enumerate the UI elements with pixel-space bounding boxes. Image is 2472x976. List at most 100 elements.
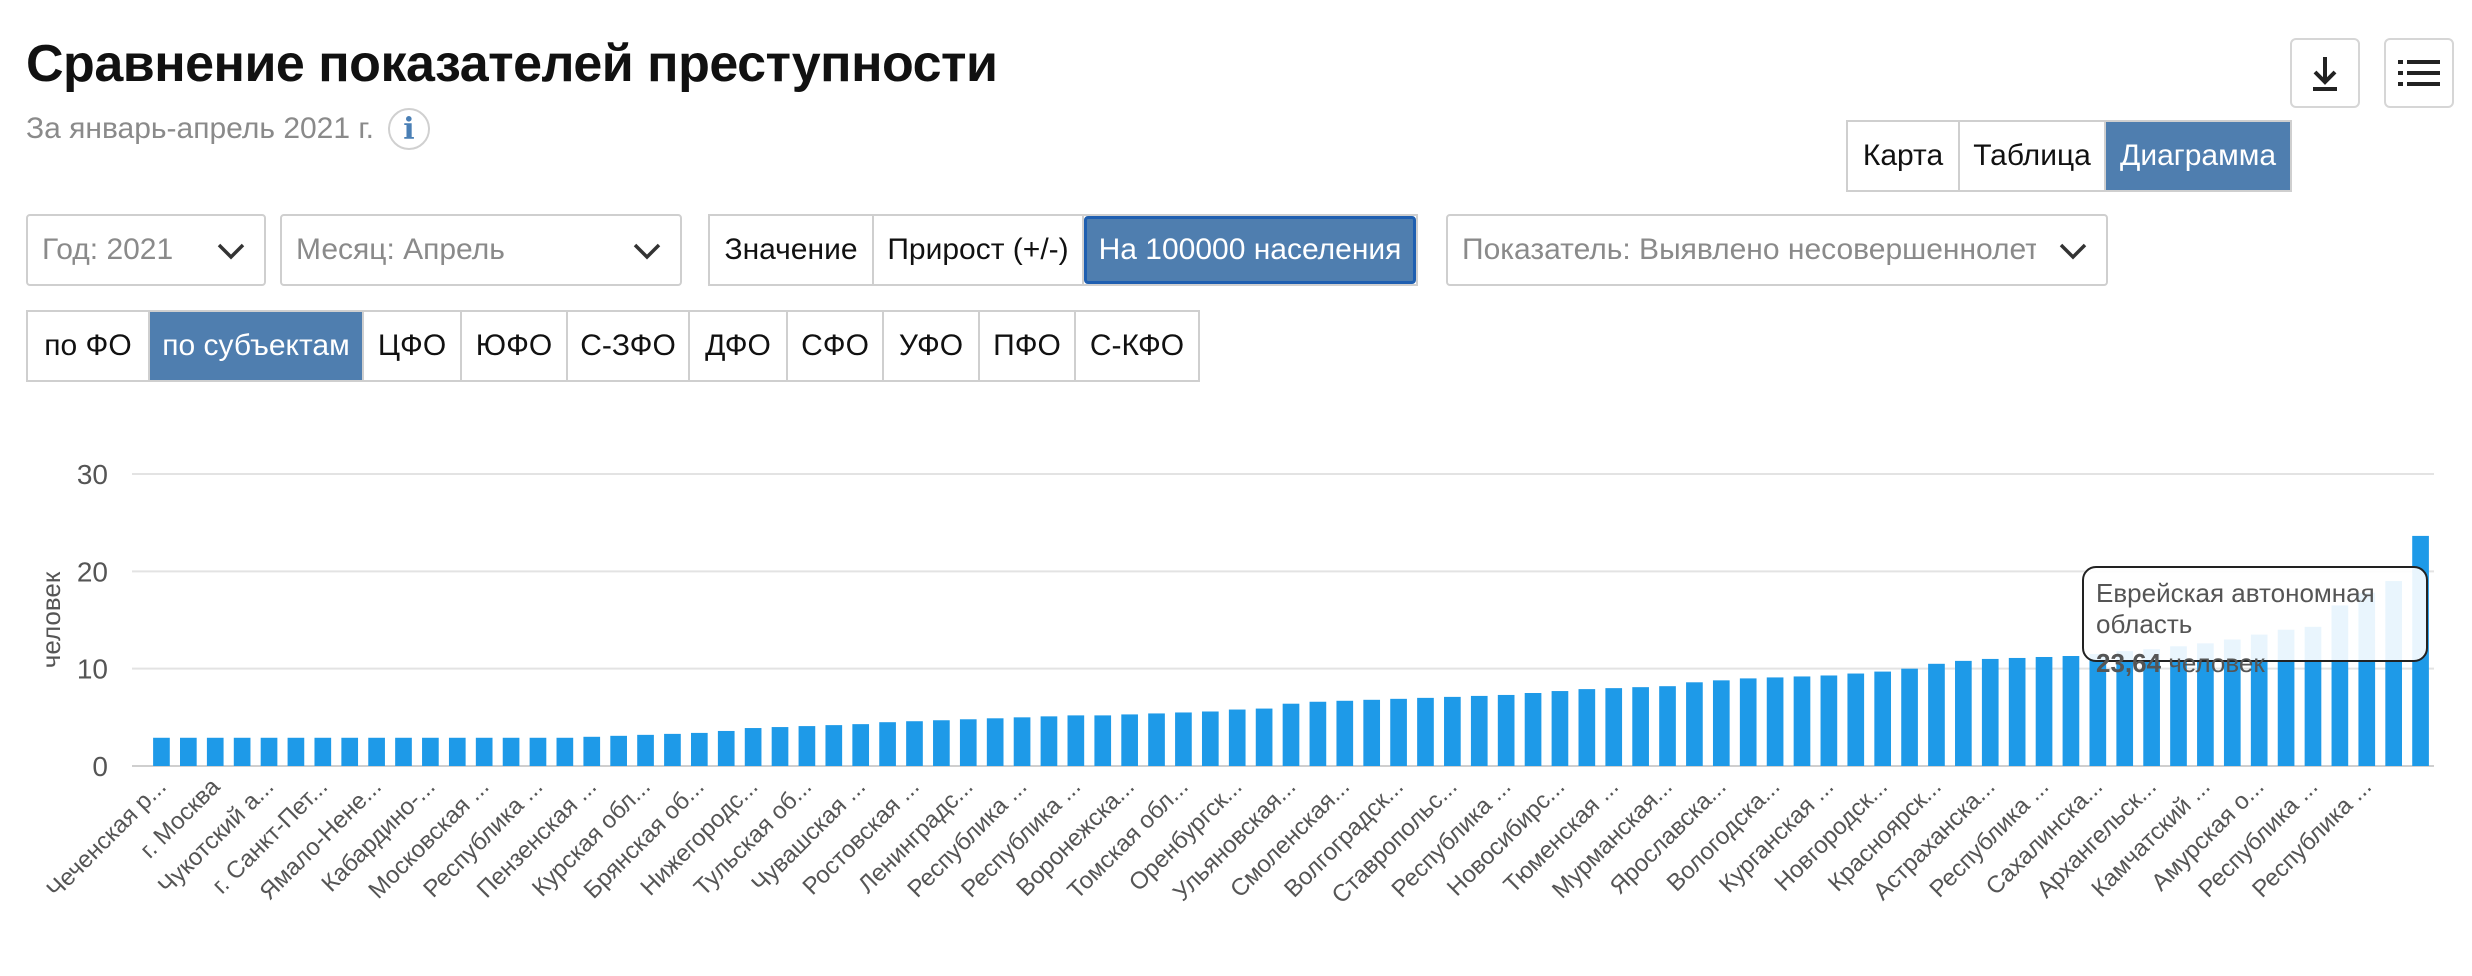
bar[interactable] — [2143, 649, 2160, 766]
bar[interactable] — [475, 737, 493, 766]
bar[interactable] — [744, 728, 762, 766]
bar[interactable] — [341, 737, 359, 766]
tab-skfo[interactable]: С-КФО — [1089, 329, 1185, 362]
bar[interactable] — [1686, 682, 1703, 766]
bar[interactable] — [825, 725, 843, 766]
bar[interactable] — [206, 737, 224, 766]
bar[interactable] — [2089, 654, 2107, 766]
bar[interactable] — [906, 721, 923, 766]
bar[interactable] — [1632, 687, 1649, 766]
bar[interactable] — [1712, 680, 1730, 766]
bar[interactable] — [2035, 656, 2053, 766]
bar[interactable] — [1363, 699, 1381, 766]
info-icon[interactable]: i — [388, 108, 430, 150]
bar[interactable] — [2250, 634, 2268, 766]
bar[interactable] — [2062, 656, 2080, 766]
bar[interactable] — [1148, 713, 1165, 766]
bar[interactable] — [1094, 715, 1112, 766]
bar[interactable] — [2116, 651, 2134, 766]
tab-pfo[interactable]: ПФО — [980, 312, 1076, 380]
bar[interactable] — [610, 735, 627, 766]
bar[interactable] — [1497, 694, 1515, 766]
bar[interactable] — [422, 737, 439, 766]
bar[interactable] — [2277, 629, 2295, 766]
tab-ufo[interactable]: УФО — [884, 312, 980, 380]
bar[interactable] — [1874, 671, 1892, 766]
bar[interactable] — [314, 737, 332, 766]
tab-by-fo[interactable]: по ФО — [28, 312, 150, 380]
bar[interactable] — [771, 727, 789, 766]
bar[interactable] — [1390, 698, 1407, 766]
bar[interactable] — [287, 737, 305, 766]
bar[interactable] — [529, 737, 547, 766]
bar[interactable] — [1013, 717, 1031, 766]
indicator-select[interactable]: Показатель: Выявлено несовершеннолетн — [1446, 214, 2108, 286]
bar[interactable] — [2008, 657, 2026, 766]
bar[interactable] — [1175, 712, 1192, 766]
tab-table[interactable]: Таблица — [1960, 122, 2106, 190]
bar[interactable] — [2197, 643, 2214, 766]
bar[interactable] — [1793, 676, 1811, 766]
bar[interactable] — [1282, 703, 1300, 766]
month-select[interactable]: Месяц: Апрель — [280, 214, 682, 286]
bar[interactable] — [1201, 711, 1219, 766]
bar[interactable] — [1820, 675, 1838, 766]
bar[interactable] — [986, 718, 1004, 766]
bar[interactable] — [1255, 708, 1273, 766]
year-select[interactable]: Год: 2021 — [26, 214, 266, 286]
bar[interactable] — [2223, 639, 2241, 766]
bar[interactable] — [1551, 691, 1569, 766]
bar[interactable] — [233, 737, 251, 766]
bar[interactable] — [1336, 700, 1354, 766]
bar[interactable] — [1901, 668, 1918, 766]
bar[interactable] — [690, 732, 708, 766]
download-button[interactable] — [2290, 38, 2360, 108]
tab-value[interactable]: Значение — [710, 216, 874, 284]
bar[interactable] — [583, 736, 601, 766]
bar[interactable] — [1659, 686, 1676, 766]
bar[interactable] — [1981, 658, 1999, 766]
bar[interactable] — [1417, 697, 1434, 766]
bar[interactable] — [1847, 673, 1865, 766]
bar[interactable] — [852, 724, 870, 766]
bar[interactable] — [502, 737, 520, 766]
tab-by-subjects[interactable]: по субъектам — [150, 312, 364, 380]
bar[interactable] — [1444, 696, 1461, 766]
bar[interactable] — [1766, 677, 1784, 766]
tab-cfo[interactable]: ЦФО — [364, 312, 462, 380]
bar[interactable] — [153, 737, 170, 766]
bar[interactable] — [260, 737, 278, 766]
bar[interactable] — [1605, 688, 1623, 766]
tab-map[interactable]: Карта — [1848, 122, 1960, 190]
tab-yufo[interactable]: ЮФО — [462, 312, 568, 380]
bar[interactable] — [717, 730, 735, 766]
bar[interactable] — [1040, 716, 1058, 766]
bar[interactable] — [664, 733, 681, 766]
bar[interactable] — [556, 737, 574, 766]
bar[interactable] — [1067, 715, 1085, 766]
bar[interactable] — [1121, 714, 1138, 766]
bar[interactable] — [180, 737, 197, 766]
bar[interactable] — [798, 726, 816, 766]
bar[interactable] — [448, 737, 466, 766]
bar[interactable] — [1228, 709, 1246, 766]
tab-dfo[interactable]: ДФО — [690, 312, 788, 380]
tab-szfo[interactable]: С-ЗФО — [568, 312, 690, 380]
bar[interactable] — [395, 737, 412, 766]
bar[interactable] — [1955, 660, 1972, 766]
bar[interactable] — [1524, 693, 1542, 766]
tab-per-100000[interactable]: На 100000 населения — [1084, 216, 1416, 284]
bar[interactable] — [1739, 678, 1757, 766]
menu-button[interactable] — [2384, 38, 2454, 108]
bar[interactable] — [959, 719, 977, 766]
tab-sfo[interactable]: СФО — [788, 312, 884, 380]
bar[interactable] — [879, 722, 896, 766]
bar[interactable] — [368, 737, 385, 766]
bar[interactable] — [1928, 663, 1945, 766]
bar[interactable] — [2170, 646, 2187, 766]
tab-growth[interactable]: Прирост (+/-) — [874, 216, 1084, 284]
tab-diagram[interactable]: Диаграмма — [2106, 122, 2290, 190]
bar[interactable] — [1470, 695, 1488, 766]
bar[interactable] — [1578, 689, 1596, 766]
bar[interactable] — [637, 734, 654, 766]
